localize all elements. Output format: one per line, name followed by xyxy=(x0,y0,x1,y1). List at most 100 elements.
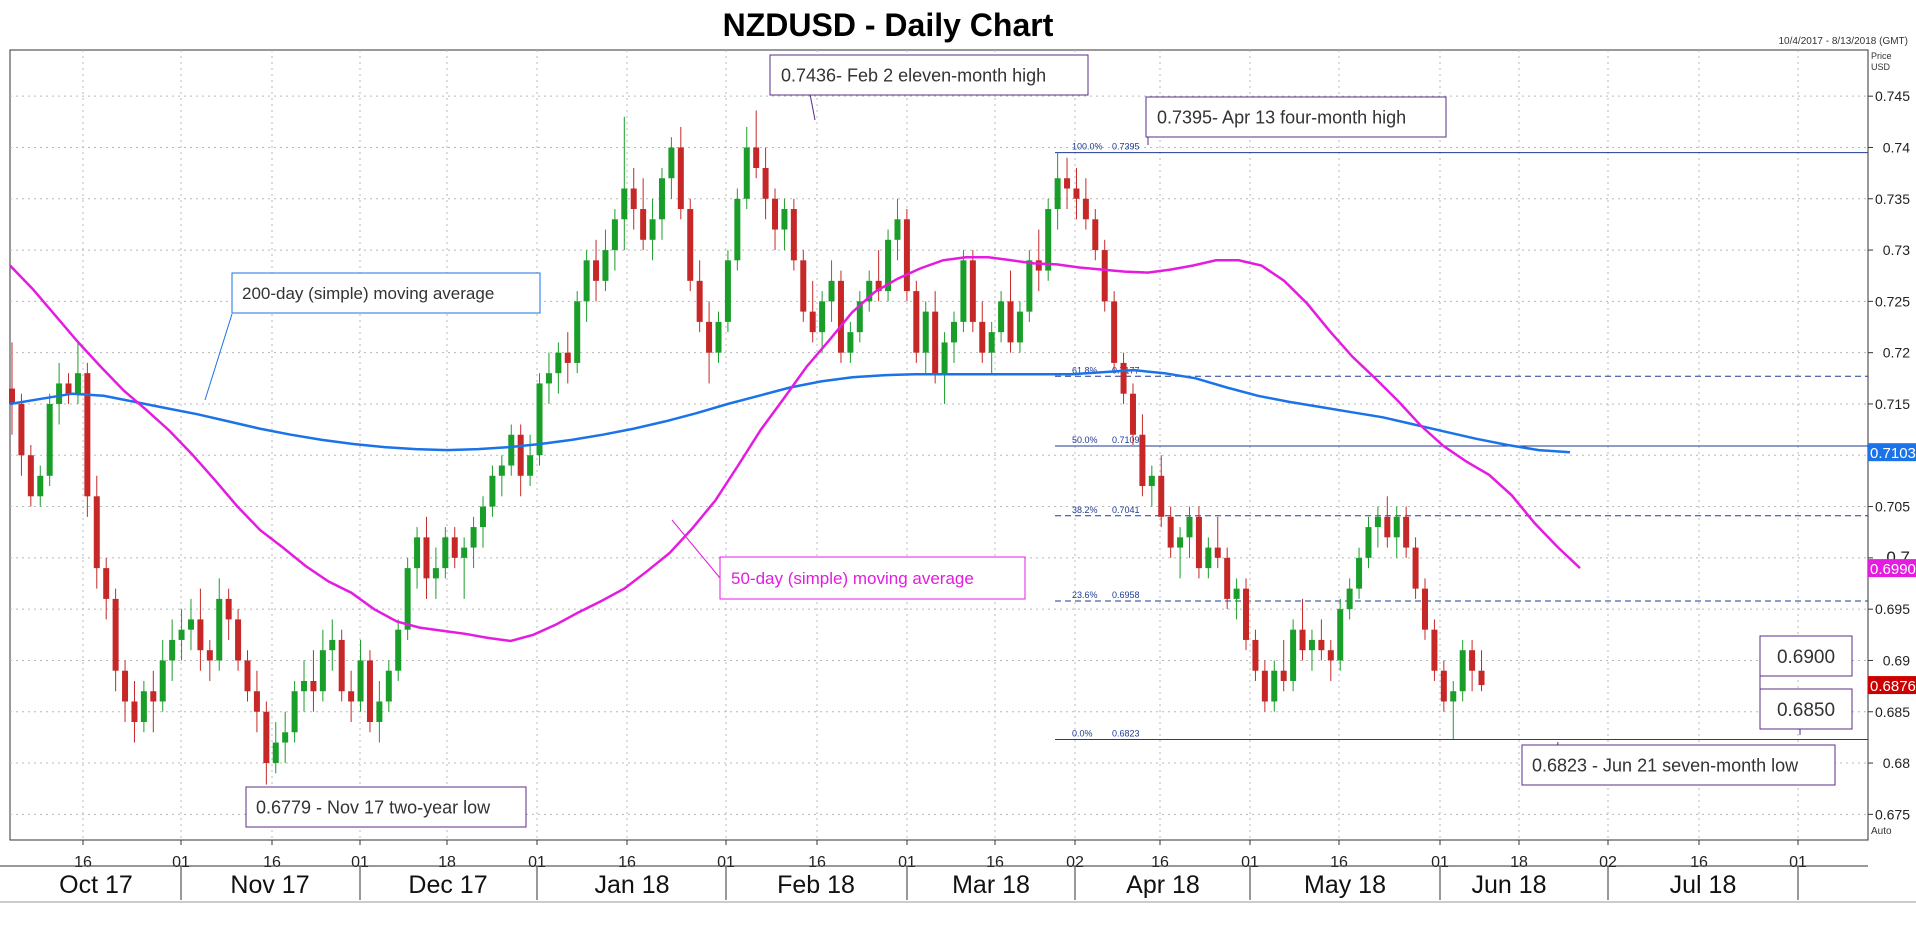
candle-body xyxy=(1252,639,1259,671)
fib-pct-label: 38.2% xyxy=(1072,505,1098,515)
candle-body xyxy=(1440,670,1447,702)
candle-body xyxy=(583,260,590,302)
y-tick-label: 0.725 xyxy=(1875,293,1910,309)
x-tick-label: 16 xyxy=(1690,854,1708,871)
candle-body xyxy=(1148,475,1155,487)
candle-body xyxy=(56,383,63,404)
auto-label: Auto xyxy=(1871,826,1892,837)
candle-body xyxy=(894,219,901,240)
candle-body xyxy=(122,670,129,702)
fib-value-label: 0.6823 xyxy=(1112,728,1140,738)
candle-body xyxy=(1299,629,1306,651)
candle-body xyxy=(498,465,505,476)
ma50-annotation-box xyxy=(719,556,1026,600)
candle-body xyxy=(856,301,863,333)
candle-body xyxy=(1280,670,1287,681)
candle-body xyxy=(696,280,703,322)
ma200-annotation-box xyxy=(231,272,541,314)
chart-title: NZDUSD - Daily Chart xyxy=(723,7,1054,43)
candle-body xyxy=(772,198,779,230)
fib-pct-label: 23.6% xyxy=(1072,590,1098,600)
candle-body xyxy=(602,250,609,281)
x-tick-label: 02 xyxy=(1599,854,1617,871)
candle-body xyxy=(1139,434,1146,487)
candle-body xyxy=(1082,198,1089,220)
candle-body xyxy=(291,691,298,733)
candle-body xyxy=(1111,301,1118,363)
candle-body xyxy=(263,711,270,764)
y-tick-label: 0.73 xyxy=(1883,242,1910,258)
x-tick-label: 01 xyxy=(898,854,916,871)
candle-body xyxy=(169,639,176,661)
price-tag-label: 0.6990 xyxy=(1870,561,1916,578)
y-tick-label: 0.74 xyxy=(1883,139,1910,155)
candle-body xyxy=(140,691,147,723)
x-tick-label: 16 xyxy=(1330,854,1348,871)
month-label: Nov 17 xyxy=(230,871,309,899)
fib-pct-label: 61.8% xyxy=(1072,365,1098,375)
candle-body xyxy=(1346,588,1353,610)
candle-body xyxy=(37,475,44,497)
candle-body xyxy=(46,403,53,476)
x-tick-label: 16 xyxy=(74,854,92,871)
candle-body xyxy=(1422,588,1428,630)
candle-body xyxy=(461,547,468,558)
x-tick-label: 18 xyxy=(438,854,456,871)
feb-high-annotation-box xyxy=(769,54,1089,96)
candle-body xyxy=(611,219,618,251)
candle-body xyxy=(282,732,289,743)
candle-body xyxy=(1007,301,1014,343)
candle-body xyxy=(1290,629,1297,681)
candle-body xyxy=(706,321,713,353)
candle-body xyxy=(734,198,741,261)
nov-low-annotation-box xyxy=(245,786,527,828)
candle-body xyxy=(423,537,430,579)
fib-pct-label: 100.0% xyxy=(1072,142,1103,152)
nov-low-annotation-text: 0.6779 - Nov 17 two-year low xyxy=(256,797,491,817)
candle-body xyxy=(1073,188,1080,199)
candle-body xyxy=(244,660,251,692)
candle-body xyxy=(348,691,355,702)
candle-body xyxy=(18,403,25,456)
candle-body xyxy=(385,670,392,702)
x-tick-label: 16 xyxy=(808,854,826,871)
fib-pct-label: 50.0% xyxy=(1072,435,1098,445)
y-tick-label: 0.685 xyxy=(1875,704,1910,720)
candle-body xyxy=(621,188,628,220)
candle-body xyxy=(1158,475,1165,517)
ma50-line xyxy=(9,255,1581,643)
candle-body xyxy=(998,301,1005,333)
price-tag xyxy=(1868,443,1916,462)
y-tick-label: 0.69 xyxy=(1883,652,1910,668)
candle-body xyxy=(640,209,647,240)
candle-body xyxy=(819,301,826,333)
y-tick-label: 0.705 xyxy=(1875,499,1910,515)
candle-body xyxy=(1243,588,1250,640)
ma50-annotation-text: 50-day (simple) moving average xyxy=(731,569,974,588)
candle-body xyxy=(27,455,34,497)
candle-body xyxy=(159,660,166,702)
candle-body xyxy=(1318,639,1325,651)
candle-body xyxy=(1167,516,1174,548)
candle-body xyxy=(1393,516,1400,538)
candle-body xyxy=(847,332,854,353)
candle-body xyxy=(480,506,486,528)
candle-body xyxy=(762,167,769,199)
fib-value-label: 0.6958 xyxy=(1112,590,1140,600)
candle-body xyxy=(837,280,844,353)
candle-body xyxy=(65,383,72,394)
candle-body xyxy=(178,629,185,640)
x-tick-label: 01 xyxy=(172,854,190,871)
candle-body xyxy=(1327,650,1334,661)
candle-body xyxy=(414,537,421,569)
month-label: Dec 17 xyxy=(408,871,487,899)
candle-body xyxy=(1271,670,1278,702)
month-label: Jan 18 xyxy=(594,871,669,899)
candle-body xyxy=(225,598,232,620)
candle-body xyxy=(903,219,910,292)
candle-body xyxy=(150,691,157,702)
candle-body xyxy=(206,650,213,661)
candle-body xyxy=(1356,557,1363,589)
price-tag-label: 0.7103 xyxy=(1870,445,1916,462)
